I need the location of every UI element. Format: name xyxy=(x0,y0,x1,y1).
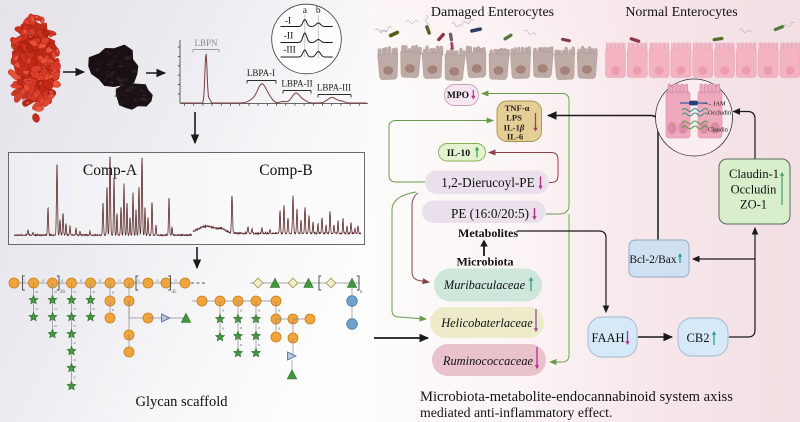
svg-text:α: α xyxy=(112,290,115,295)
svg-text:LBPA-III: LBPA-III xyxy=(317,83,351,93)
svg-text:JAM: JAM xyxy=(713,101,726,108)
svg-text:α: α xyxy=(35,306,38,311)
svg-text:FAAH: FAAH xyxy=(591,331,624,345)
svg-text:α: α xyxy=(258,308,261,313)
svg-text:Comp-A: Comp-A xyxy=(83,162,138,179)
svg-text:Occludin: Occludin xyxy=(731,183,778,197)
svg-text:mediated anti-inflammatory eff: mediated anti-inflammatory effect. xyxy=(420,405,612,420)
svg-text:α: α xyxy=(240,342,243,347)
svg-text:Normal Enterocytes: Normal Enterocytes xyxy=(625,5,737,20)
svg-text:26: 26 xyxy=(60,290,66,295)
svg-text:IL-1β: IL-1β xyxy=(504,123,525,133)
svg-text:45: 45 xyxy=(172,290,178,295)
svg-text:b: b xyxy=(316,6,321,16)
svg-text:α: α xyxy=(174,278,177,283)
svg-text:α: α xyxy=(73,340,76,345)
svg-text:α: α xyxy=(156,278,159,283)
svg-text:α: α xyxy=(92,306,95,311)
svg-text:Metabolites: Metabolites xyxy=(458,226,518,240)
svg-text:Claudin: Claudin xyxy=(708,127,729,134)
svg-text:ZO-1: ZO-1 xyxy=(740,198,767,212)
svg-text:α: α xyxy=(99,278,102,283)
svg-text:1,2-Dierucoyl-PE: 1,2-Dierucoyl-PE xyxy=(441,175,534,190)
svg-text:α: α xyxy=(137,278,140,283)
svg-text:α: α xyxy=(22,278,25,283)
svg-text:IL-6: IL-6 xyxy=(507,132,524,142)
svg-text:IL-10: IL-10 xyxy=(447,148,471,159)
svg-text:Comp-B: Comp-B xyxy=(259,162,312,179)
svg-text:Claudin-1: Claudin-1 xyxy=(729,167,779,181)
svg-text:-I: -I xyxy=(285,17,291,27)
svg-text:LBPA-I: LBPA-I xyxy=(247,68,275,78)
svg-text:Glycan scaffold: Glycan scaffold xyxy=(136,394,229,410)
svg-text:α: α xyxy=(222,308,225,313)
svg-text:n: n xyxy=(360,290,363,295)
svg-text:α: α xyxy=(112,307,115,312)
svg-text:α: α xyxy=(73,323,76,328)
svg-text:α: α xyxy=(258,342,261,347)
svg-text:Muribaculaceae: Muribaculaceae xyxy=(443,278,526,292)
svg-text:α: α xyxy=(73,306,76,311)
svg-text:a: a xyxy=(303,6,308,16)
svg-text:α: α xyxy=(240,308,243,313)
svg-text:Ruminococcaceae: Ruminococcaceae xyxy=(442,354,534,368)
svg-text:α: α xyxy=(42,278,45,283)
svg-text:LPS: LPS xyxy=(506,113,522,123)
svg-text:α: α xyxy=(240,325,243,330)
svg-text:α: α xyxy=(278,308,281,313)
svg-text:-II: -II xyxy=(284,32,294,42)
svg-text:α: α xyxy=(61,278,64,283)
svg-text:α: α xyxy=(73,289,76,294)
svg-text:MPO: MPO xyxy=(447,91,469,101)
svg-text:α: α xyxy=(278,326,281,331)
svg-text:Bcl-2/Bax: Bcl-2/Bax xyxy=(629,254,677,266)
svg-text:Damaged Enterocytes: Damaged Enterocytes xyxy=(431,5,554,20)
svg-text:LBPN: LBPN xyxy=(194,38,218,48)
svg-text:α: α xyxy=(54,289,57,294)
svg-text:α: α xyxy=(35,289,38,294)
svg-text:α: α xyxy=(73,357,76,362)
svg-text:α: α xyxy=(92,289,95,294)
svg-text:LBPA-II: LBPA-II xyxy=(281,79,312,89)
svg-text:TNF-α: TNF-α xyxy=(505,103,530,113)
svg-text:Occludin: Occludin xyxy=(708,110,732,117)
svg-text:Microbiota-metabolite-endocann: Microbiota-metabolite-endocannabinoid sy… xyxy=(420,389,733,405)
svg-text:α: α xyxy=(118,278,121,283)
svg-text:α: α xyxy=(73,375,76,380)
svg-text:α: α xyxy=(54,323,57,328)
svg-text:α: α xyxy=(54,306,57,311)
svg-text:α: α xyxy=(258,325,261,330)
svg-text:Microbiota: Microbiota xyxy=(456,255,513,269)
svg-text:CB2: CB2 xyxy=(687,331,710,345)
svg-text:Helicobaterlaceae: Helicobaterlaceae xyxy=(440,316,533,330)
svg-text:α: α xyxy=(80,278,83,283)
svg-text:-III: -III xyxy=(283,46,296,56)
svg-text:PE (16:0/20:5): PE (16:0/20:5) xyxy=(451,206,529,221)
svg-text:α: α xyxy=(222,326,225,331)
